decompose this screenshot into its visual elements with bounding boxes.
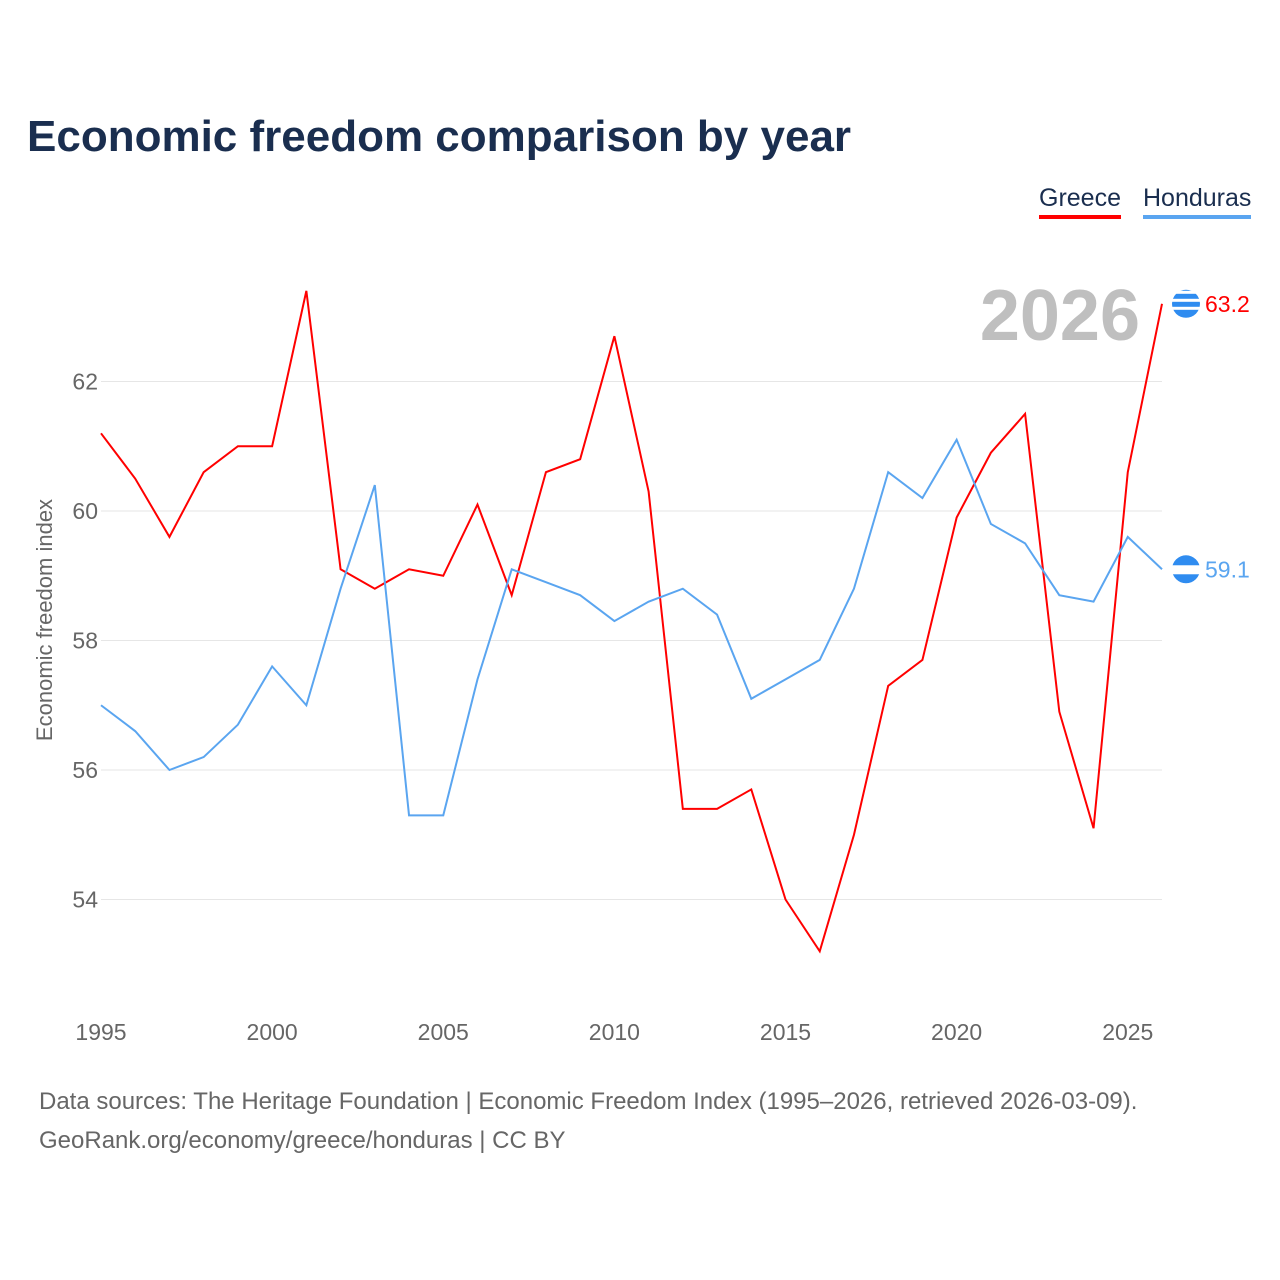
y-tick-label: 60	[72, 498, 98, 524]
y-tick-label: 54	[72, 887, 98, 913]
y-tick-label: 58	[72, 628, 98, 654]
chart-title: Economic freedom comparison by year	[27, 112, 852, 161]
x-tick-label: 2000	[247, 1019, 298, 1045]
x-tick-label: 2010	[589, 1019, 640, 1045]
source-line-2: GeoRank.org/economy/greece/honduras | CC…	[39, 1127, 566, 1154]
greece-flag-icon	[1172, 289, 1200, 318]
end-value-label: 59.1	[1205, 556, 1250, 582]
flag-stripe	[1172, 306, 1200, 310]
source-line-1: Data sources: The Heritage Foundation | …	[39, 1088, 1138, 1115]
series-line-honduras	[100, 437, 1163, 817]
flag-stripe	[1172, 565, 1200, 575]
x-tick-label: 2015	[760, 1019, 811, 1045]
x-tick-label: 2005	[418, 1019, 469, 1045]
y-axis-label: Economic freedom index	[32, 499, 57, 741]
y-tick-label: 56	[72, 757, 98, 783]
series-line-greece	[100, 290, 1163, 954]
year-label: 2026	[980, 276, 1140, 356]
flag-stripe	[1172, 298, 1200, 302]
legend-greece[interactable]: Greece	[1039, 184, 1121, 219]
x-tick-label: 1995	[75, 1019, 126, 1045]
end-value-label: 63.2	[1205, 291, 1250, 317]
y-tick-label: 62	[72, 369, 98, 395]
legend-honduras[interactable]: Honduras	[1143, 184, 1252, 219]
x-tick-label: 2025	[1102, 1019, 1153, 1045]
x-tick-label: 2020	[931, 1019, 982, 1045]
flag-stripe	[1172, 290, 1200, 294]
